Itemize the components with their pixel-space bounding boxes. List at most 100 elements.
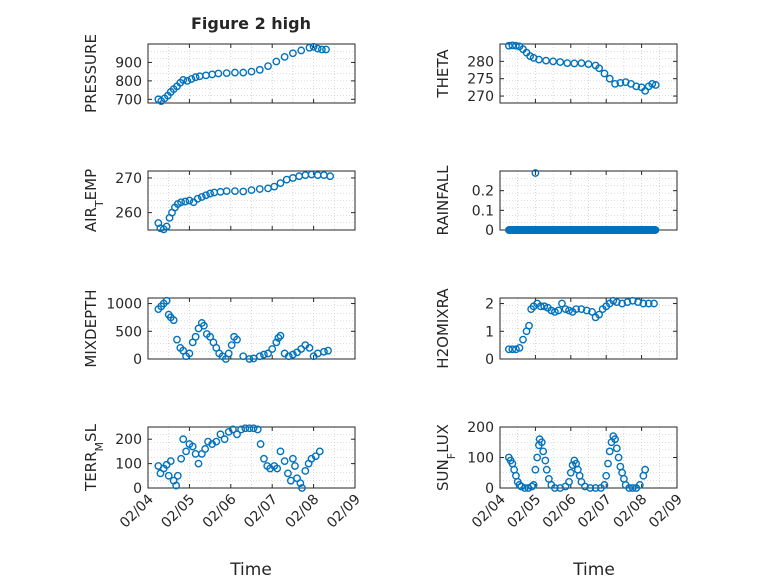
data-point: [517, 482, 526, 491]
y-axis-label: H2OMIXRA: [434, 288, 452, 369]
data-point: [577, 59, 586, 67]
data-point: [297, 345, 306, 353]
data-series: [504, 41, 660, 95]
data-point: [191, 73, 200, 82]
data-point: [529, 481, 538, 489]
data-point: [227, 341, 236, 350]
axes-box: [147, 297, 356, 360]
data-point: [166, 457, 175, 466]
y-tick-label: 800: [115, 74, 142, 90]
data-point: [173, 335, 181, 344]
data-point: [531, 465, 540, 474]
data-point: [556, 58, 565, 66]
data-point: [222, 187, 231, 196]
grid: [500, 427, 677, 488]
data-point: [239, 352, 248, 361]
y-axis-label: THETA: [434, 49, 452, 99]
data-point: [618, 299, 627, 308]
grid: [500, 298, 677, 359]
data-point: [305, 43, 314, 52]
data-point: [260, 350, 268, 359]
data-point: [273, 464, 282, 473]
data-point: [320, 171, 328, 180]
data-point: [565, 477, 573, 486]
data-point: [286, 476, 295, 485]
y-axis-label: MIXDEPTH: [82, 289, 100, 367]
data-point: [191, 332, 200, 341]
data-point: [317, 45, 326, 54]
x-tick-label: 02/09: [646, 492, 686, 532]
data-point: [239, 68, 248, 77]
data-point: [614, 453, 623, 462]
data-point: [309, 42, 318, 51]
data-point: [581, 482, 589, 491]
data-point: [572, 305, 581, 313]
data-point: [320, 347, 328, 356]
data-point: [539, 447, 548, 456]
data-point: [272, 338, 281, 347]
data-point: [628, 484, 637, 492]
x-tick-label: 02/05: [158, 492, 198, 532]
data-point: [199, 321, 208, 330]
data-point: [537, 438, 546, 447]
data-point: [182, 447, 190, 456]
data-point: [233, 335, 241, 344]
data-point: [185, 196, 194, 205]
subplot-mixdepth: 0 500 1000 MIXDEPTH: [82, 289, 356, 368]
data-point: [296, 479, 305, 488]
data-point: [172, 481, 181, 490]
data-series: [504, 169, 660, 234]
y-tick-label: 900: [115, 55, 142, 71]
data-point: [520, 484, 529, 492]
data-point: [639, 299, 648, 308]
data-point: [162, 222, 171, 231]
y-tick-label: 275: [467, 72, 494, 88]
data-point: [565, 306, 573, 315]
data-point: [272, 57, 281, 66]
data-point: [280, 457, 289, 466]
grid: [500, 44, 677, 103]
y-tick-label: 260: [115, 206, 142, 222]
y-tick-label: 280: [467, 54, 494, 70]
data-point: [651, 226, 660, 234]
x-tick-label: 02/04: [469, 491, 509, 531]
data-point: [588, 307, 596, 316]
data-point: [641, 465, 650, 474]
data-point: [577, 305, 586, 313]
grid: [148, 427, 355, 488]
data-point: [554, 306, 563, 315]
data-point: [181, 197, 190, 206]
data-point: [563, 59, 572, 67]
data-point: [206, 332, 215, 341]
data-point: [648, 80, 657, 88]
data-series: [154, 296, 332, 363]
data-point: [264, 349, 272, 358]
x-axis-label-right: Time: [572, 560, 615, 580]
data-point: [536, 302, 545, 311]
data-point: [324, 346, 332, 355]
data-point: [228, 425, 237, 434]
data-point: [274, 334, 283, 342]
data-point: [173, 471, 182, 480]
data-point: [305, 344, 314, 352]
data-point: [611, 435, 619, 444]
data-point: [210, 188, 219, 197]
data-point: [233, 430, 241, 439]
data-point: [256, 440, 265, 448]
data-series: [154, 42, 330, 106]
data-point: [177, 454, 186, 463]
data-point: [282, 175, 291, 184]
data-point: [542, 465, 551, 474]
data-point: [556, 484, 565, 492]
data-point: [650, 299, 658, 308]
data-point: [284, 469, 292, 478]
x-axis-label-left: Time: [229, 560, 272, 580]
data-point: [628, 296, 637, 305]
x-tick-label: 02/06: [540, 491, 580, 531]
data-point: [604, 459, 612, 468]
y-tick-label: 100: [467, 451, 494, 467]
data-point: [566, 468, 575, 477]
y-tick-label: 0: [485, 481, 494, 497]
